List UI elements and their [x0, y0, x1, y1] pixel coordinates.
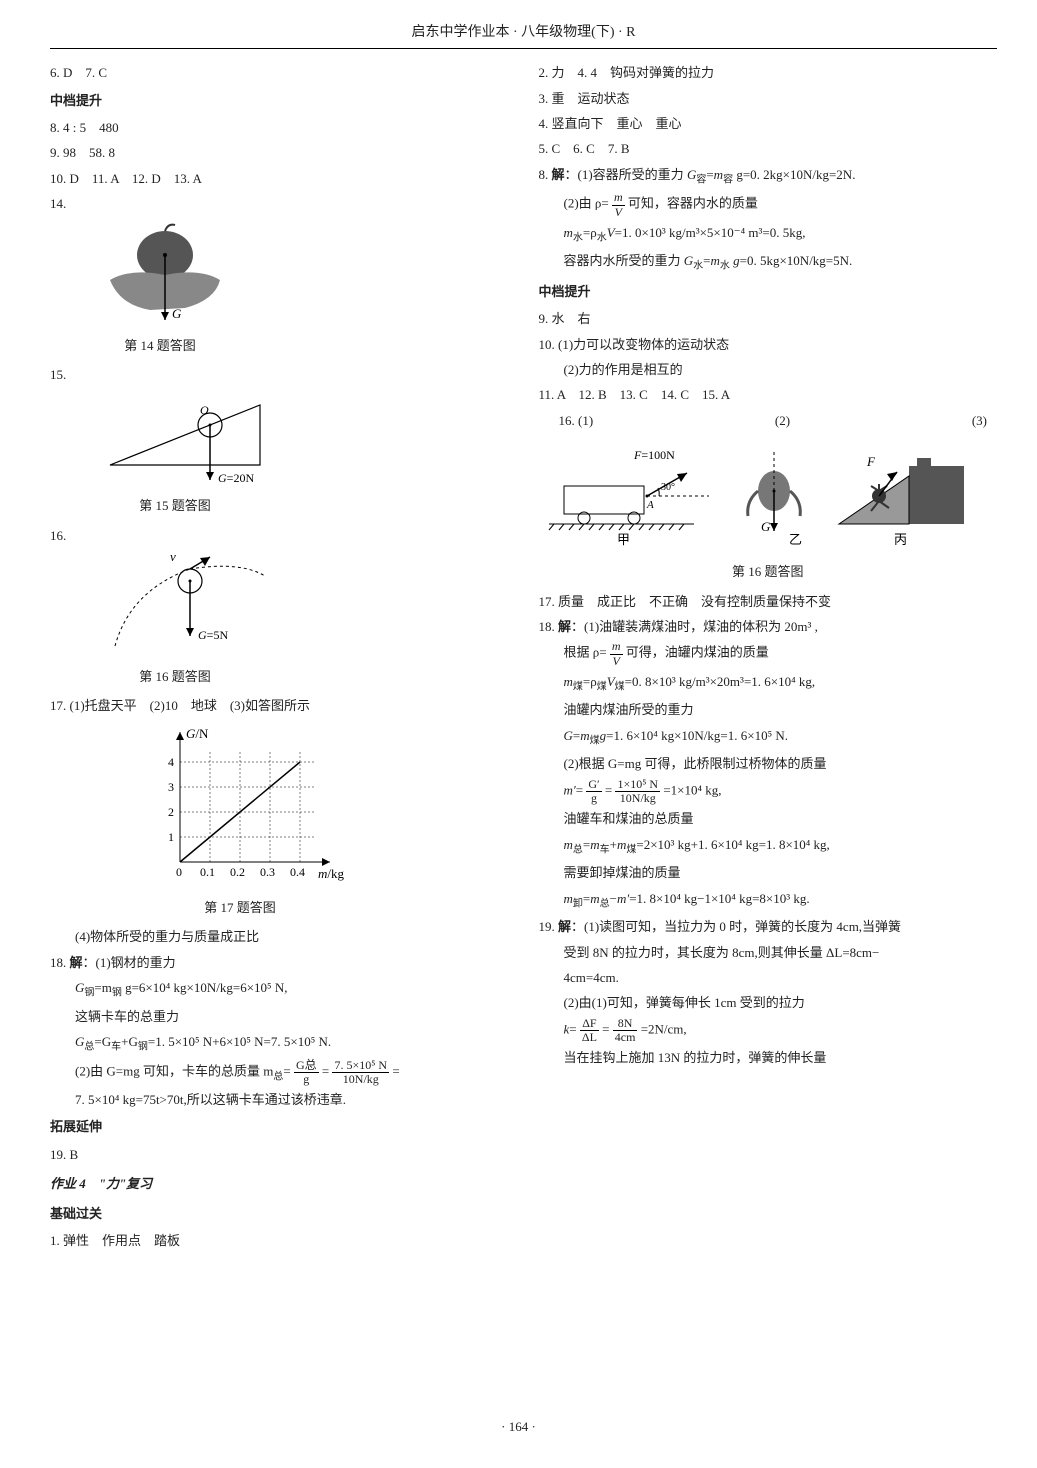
text-line: 11. A 12. B 13. C 14. C 15. A	[539, 383, 998, 406]
text-line: (4)物体所受的重力与质量成正比	[50, 925, 509, 948]
text-line: 6. D 7. C	[50, 61, 509, 84]
svg-text:1: 1	[168, 830, 174, 844]
right-column: 2. 力 4. 4 钩码对弹簧的拉力 3. 重 运动状态 4. 竖直向下 重心 …	[539, 59, 998, 1254]
figure-16: v G=5N	[50, 551, 509, 661]
text-line: 油罐车和煤油的总质量	[539, 807, 998, 830]
figure-caption: 第 16 题答图	[50, 665, 300, 688]
equation: m水=ρ水V=1. 0×10³ kg/m³×5×10⁻⁴ m³=0. 5kg,	[539, 221, 998, 248]
svg-text:丙: 丙	[894, 532, 907, 547]
text-line: 当在挂钩上施加 13N 的拉力时，弹簧的伸长量	[539, 1046, 998, 1069]
text-line: 1. 弹性 作用点 踏板	[50, 1229, 509, 1252]
text-line: 17. 质量 成正比 不正确 没有控制质量保持不变	[539, 590, 998, 613]
svg-text:F: F	[866, 454, 876, 469]
page-footer: · 164 ·	[0, 1415, 1037, 1438]
text-line: 9. 水 右	[539, 307, 998, 330]
ball-motion-icon: v G=5N	[100, 551, 270, 661]
equation: G钢=m钢 g=6×10⁴ kg×10N/kg=6×10⁵ N,	[50, 976, 509, 1003]
figure-16-right: A 30° F=100N 甲 G 乙	[539, 436, 998, 556]
svg-text:0: 0	[176, 865, 182, 879]
svg-text:0.4: 0.4	[290, 865, 305, 879]
text-line: 10. (1)力可以改变物体的运动状态	[539, 333, 998, 356]
left-column: 6. D 7. C 中档提升 8. 4 : 5 480 9. 98 58. 8 …	[50, 59, 509, 1254]
three-diagrams-icon: A 30° F=100N 甲 G 乙	[539, 436, 979, 556]
text-line: 17. (1)托盘天平 (2)10 地球 (3)如答图所示	[50, 694, 509, 717]
text-line: (2)根据 G=mg 可得，此桥限制过桥物体的质量	[539, 752, 998, 775]
text-line: 14.	[50, 192, 509, 215]
equation: G总=G车+G钢=1. 5×10⁵ N+6×10⁵ N=7. 5×10⁵ N.	[50, 1030, 509, 1057]
svg-text:G: G	[172, 306, 182, 321]
text-line: 9. 98 58. 8	[50, 141, 509, 164]
section-heading: 中档提升	[50, 89, 509, 112]
equation: 容器内水所受的重力 G水=m水 g=0. 5kg×10N/kg=5N.	[539, 249, 998, 276]
figure-17-chart: 1 2 3 4 0 0.1 0.2 0.3 0.4 G/N m/kg	[50, 722, 509, 892]
equation: m煤=ρ煤V煤=0. 8×10³ kg/m³×20m³=1. 6×10⁴ kg,	[539, 670, 998, 697]
svg-text:v: v	[170, 551, 176, 564]
text-line: 8. 4 : 5 480	[50, 116, 509, 139]
page-header: 启东中学作业本 · 八年级物理(下) · R	[50, 20, 997, 49]
text-line: 2. 力 4. 4 钩码对弹簧的拉力	[539, 61, 998, 84]
q16-labels: 16. (1)(2)(3)	[539, 409, 998, 432]
text-line: 5. C 6. C 7. B	[539, 137, 998, 160]
text-line: 3. 重 运动状态	[539, 87, 998, 110]
equation: G=m煤g=1. 6×10⁴ kg×10N/kg=1. 6×10⁵ N.	[539, 724, 998, 751]
text-line: 16.	[50, 524, 509, 547]
text-line: 18. 解：(1)油罐装满煤油时，煤油的体积为 20m³ ,	[539, 615, 998, 638]
figure-14: G	[50, 220, 509, 330]
text-line: 4cm=4cm.	[539, 966, 998, 989]
svg-text:A: A	[646, 499, 654, 511]
svg-text:2: 2	[168, 805, 174, 819]
svg-text:G=5N: G=5N	[198, 628, 228, 642]
text-line: 18. 解：(1)钢材的重力	[50, 951, 509, 974]
text-line: 4. 竖直向下 重心 重心	[539, 112, 998, 135]
svg-text:0.1: 0.1	[200, 865, 215, 879]
equation: k= ΔFΔL = 8N4cm =2N/cm,	[539, 1017, 998, 1044]
chart-icon: 1 2 3 4 0 0.1 0.2 0.3 0.4 G/N m/kg	[140, 722, 350, 892]
figure-15: O G=20N	[50, 390, 509, 490]
svg-text:G: G	[761, 519, 771, 534]
work-title: 作业 4 "力"复习	[50, 1172, 509, 1195]
svg-text:F=100N: F=100N	[633, 448, 675, 462]
figure-caption: 第 17 题答图	[50, 896, 430, 919]
text-line: 15.	[50, 363, 509, 386]
hand-apple-icon: G	[90, 220, 240, 330]
svg-text:乙: 乙	[789, 532, 802, 547]
text-line: 7. 5×10⁴ kg=75t>70t,所以这辆卡车通过该桥违章.	[50, 1088, 509, 1111]
svg-text:O: O	[200, 403, 209, 417]
svg-text:0.3: 0.3	[260, 865, 275, 879]
incline-icon: O G=20N	[100, 390, 270, 490]
svg-text:G/N: G/N	[186, 726, 209, 741]
section-heading: 基础过关	[50, 1202, 509, 1225]
equation: m卸=m总−m′=1. 8×10⁴ kg−1×10⁴ kg=8×10³ kg.	[539, 887, 998, 914]
equation: 根据 ρ= mV 可得，油罐内煤油的质量	[539, 640, 998, 667]
svg-text:30°: 30°	[661, 482, 675, 493]
text-line: (2)力的作用是相互的	[539, 358, 998, 381]
section-heading: 中档提升	[539, 280, 998, 303]
g-label: G=20N	[218, 471, 254, 485]
svg-text:甲: 甲	[617, 532, 630, 547]
text-line: 受到 8N 的拉力时，其长度为 8cm,则其伸长量 ΔL=8cm−	[539, 941, 998, 964]
equation: (2)由 ρ= mV 可知，容器内水的质量	[539, 191, 998, 218]
text-line: 需要卸掉煤油的质量	[539, 861, 998, 884]
text-line: 19. 解：(1)读图可知，当拉力为 0 时，弹簧的长度为 4cm,当弹簧	[539, 915, 998, 938]
svg-text:3: 3	[168, 780, 174, 794]
figure-caption: 第 15 题答图	[50, 494, 300, 517]
text-line: 这辆卡车的总重力	[50, 1005, 509, 1028]
figure-caption: 第 14 题答图	[50, 334, 270, 357]
equation: m′= G′g = 1×10⁵ N10N/kg =1×10⁴ kg,	[539, 778, 998, 805]
text-line: 19. B	[50, 1143, 509, 1166]
svg-text:0.2: 0.2	[230, 865, 245, 879]
text-line: 8. 解：(1)容器所受的重力 G容=m容 g=0. 2kg×10N/kg=2N…	[539, 163, 998, 190]
equation: (2)由 G=mg 可知，卡车的总质量 m总= G总g = 7. 5×10⁵ N…	[50, 1059, 509, 1086]
figure-caption: 第 16 题答图	[539, 560, 998, 583]
text-line: 油罐内煤油所受的重力	[539, 698, 998, 721]
equation: m总=m车+m煤=2×10³ kg+1. 6×10⁴ kg=1. 8×10⁴ k…	[539, 833, 998, 860]
text-line: 10. D 11. A 12. D 13. A	[50, 167, 509, 190]
svg-text:m/kg: m/kg	[318, 866, 345, 881]
two-column-layout: 6. D 7. C 中档提升 8. 4 : 5 480 9. 98 58. 8 …	[50, 59, 997, 1254]
text-line: (2)由(1)可知，弹簧每伸长 1cm 受到的拉力	[539, 991, 998, 1014]
section-heading: 拓展延伸	[50, 1115, 509, 1138]
svg-text:4: 4	[168, 755, 174, 769]
